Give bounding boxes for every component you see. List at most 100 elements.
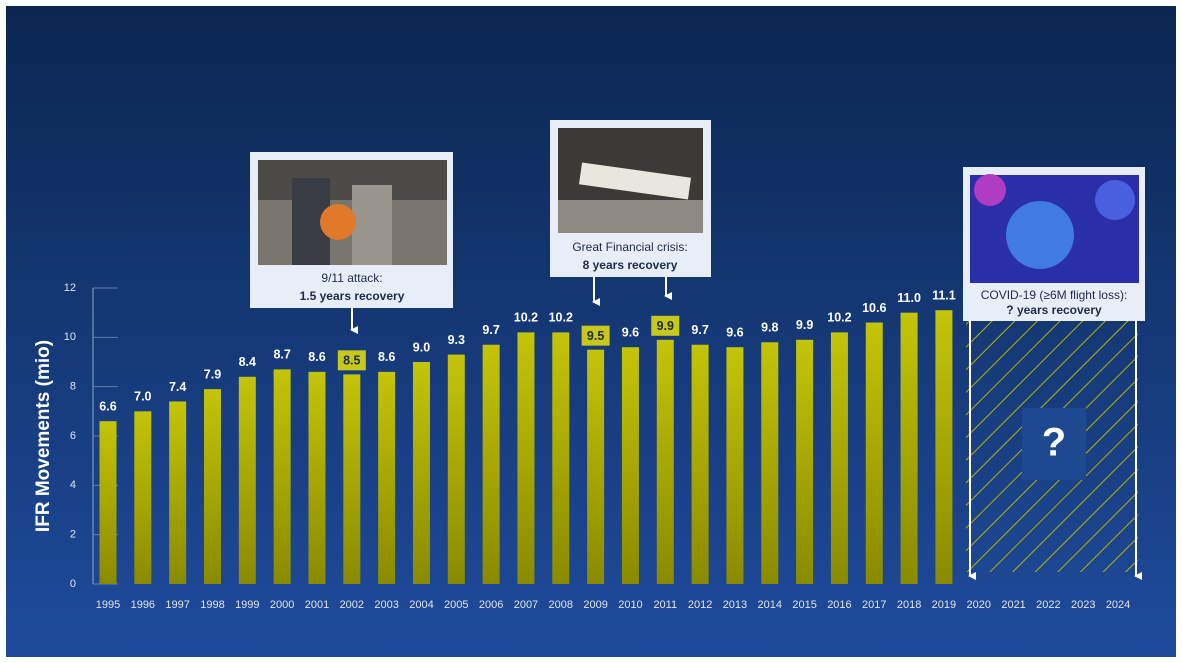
value-label: 7.0 xyxy=(134,390,151,404)
bar xyxy=(203,389,221,584)
x-tick-label: 2016 xyxy=(827,599,851,611)
value-label: 10.2 xyxy=(827,311,851,325)
x-tick-label: 2000 xyxy=(270,599,294,611)
value-label-highlight xyxy=(337,350,366,371)
x-tick-label: 1999 xyxy=(235,599,259,611)
bar xyxy=(273,369,291,584)
annotation-title: COVID-19 (≥6M flight loss): xyxy=(981,288,1128,302)
photo-tower xyxy=(352,185,392,265)
value-label-highlight xyxy=(581,325,610,346)
x-tick-label: 1997 xyxy=(165,599,189,611)
x-tick-label: 2015 xyxy=(792,599,816,611)
x-tick-label: 1996 xyxy=(131,599,155,611)
value-label: 9.0 xyxy=(413,340,430,354)
x-tick-label: 2024 xyxy=(1106,599,1130,611)
bar xyxy=(691,344,709,584)
bar xyxy=(412,362,430,584)
value-label: 9.9 xyxy=(657,319,674,333)
bar xyxy=(587,349,605,584)
x-tick-label: 2008 xyxy=(549,599,573,611)
value-label: 9.7 xyxy=(691,323,708,337)
value-label: 10.2 xyxy=(549,311,573,325)
value-label: 9.3 xyxy=(448,333,465,347)
bar xyxy=(726,347,744,584)
x-tick-label: 2002 xyxy=(340,599,364,611)
bar xyxy=(447,354,465,584)
bar xyxy=(865,322,883,584)
bar xyxy=(830,332,848,584)
photo-street xyxy=(558,200,703,233)
value-label: 6.6 xyxy=(99,399,116,413)
value-label: 8.4 xyxy=(239,355,256,369)
annotation-subtitle: 8 years recovery xyxy=(583,258,678,272)
bar xyxy=(935,310,953,584)
x-tick-label: 2011 xyxy=(653,599,677,611)
y-tick-label: 0 xyxy=(70,578,76,590)
bar xyxy=(238,376,256,584)
bar xyxy=(169,401,187,584)
bar xyxy=(134,411,152,584)
value-label: 9.5 xyxy=(587,329,604,343)
bar xyxy=(656,339,674,584)
y-tick-label: 2 xyxy=(70,529,76,541)
value-label: 8.7 xyxy=(273,348,290,362)
value-label: 9.7 xyxy=(482,323,499,337)
x-tick-label: 2010 xyxy=(618,599,642,611)
x-tick-label: 2022 xyxy=(1036,599,1060,611)
bar xyxy=(900,312,918,584)
x-tick-label: 2005 xyxy=(444,599,468,611)
x-tick-label: 2018 xyxy=(897,599,921,611)
value-label: 9.6 xyxy=(726,325,743,339)
x-tick-label: 2007 xyxy=(514,599,538,611)
x-tick-label: 1995 xyxy=(96,599,120,611)
y-tick-label: 8 xyxy=(70,381,76,393)
annotation-subtitle: ? years recovery xyxy=(1006,303,1102,317)
x-tick-label: 1998 xyxy=(200,599,224,611)
value-label-highlight xyxy=(651,315,680,336)
value-label: 9.8 xyxy=(761,321,778,335)
photo-virus xyxy=(1095,180,1135,220)
bar xyxy=(482,344,500,584)
x-tick-label: 2012 xyxy=(688,599,712,611)
value-label: 7.9 xyxy=(204,367,221,381)
bar xyxy=(517,332,535,584)
bar xyxy=(308,371,326,584)
x-tick-label: 2023 xyxy=(1071,599,1095,611)
x-tick-label: 2019 xyxy=(932,599,956,611)
bar xyxy=(796,339,814,584)
x-tick-label: 2003 xyxy=(374,599,398,611)
x-tick-label: 2014 xyxy=(758,599,782,611)
x-tick-label: 2009 xyxy=(583,599,607,611)
x-tick-label: 2021 xyxy=(1001,599,1025,611)
photo-fire xyxy=(320,204,356,240)
value-label: 8.6 xyxy=(308,350,325,364)
value-label: 10.6 xyxy=(862,301,886,315)
photo-sign xyxy=(579,162,691,200)
x-tick-label: 2001 xyxy=(305,599,329,611)
photo-virus xyxy=(974,174,1006,206)
value-label: 9.9 xyxy=(796,318,813,332)
bar xyxy=(343,374,361,584)
question-mark: ? xyxy=(1042,421,1066,465)
y-tick-label: 4 xyxy=(70,479,76,491)
y-tick-label: 10 xyxy=(64,331,76,343)
x-tick-label: 2013 xyxy=(723,599,747,611)
value-label: 11.1 xyxy=(932,288,956,302)
x-tick-label: 2017 xyxy=(862,599,886,611)
y-tick-label: 6 xyxy=(70,430,76,442)
bar xyxy=(621,347,639,584)
value-label: 9.6 xyxy=(622,325,639,339)
value-label: 11.0 xyxy=(897,291,921,305)
annotation-title: Great Financial crisis: xyxy=(572,240,687,254)
x-tick-label: 2004 xyxy=(409,599,433,611)
annotation-title: 9/11 attack: xyxy=(321,271,382,285)
y-tick-label: 12 xyxy=(64,282,76,294)
value-label: 8.6 xyxy=(378,350,395,364)
x-tick-label: 2020 xyxy=(967,599,991,611)
y-axis-label: IFR Movements (mio) xyxy=(33,340,54,532)
annotation-subtitle: 1.5 years recovery xyxy=(300,289,405,303)
bar xyxy=(378,371,396,584)
value-label: 7.4 xyxy=(169,380,186,394)
value-label: 8.5 xyxy=(343,354,360,368)
